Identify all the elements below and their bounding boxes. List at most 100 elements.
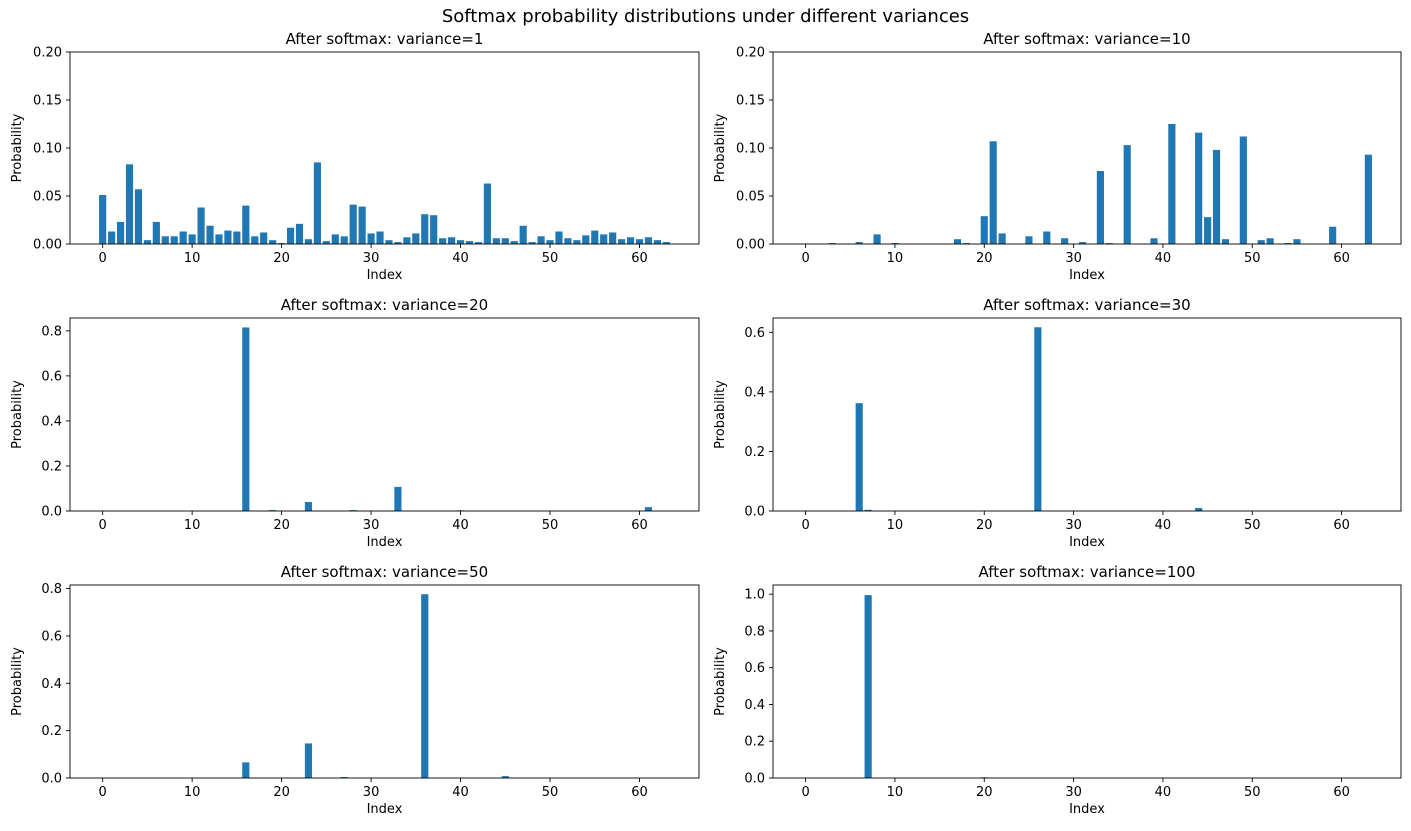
y-tick-label: 0.4 [744, 698, 765, 713]
y-tick-label: 0.05 [33, 190, 62, 205]
x-tick-label: 10 [184, 785, 201, 800]
subplot-2: 0 10 20 30 40 50 60 0.00 0.05 0.10 0.15 0.20 After s… [713, 30, 1402, 283]
bar [134, 189, 143, 244]
bar [215, 234, 223, 244]
bar [465, 241, 474, 244]
bar [340, 777, 348, 778]
bar [1221, 239, 1230, 244]
bar [242, 205, 250, 244]
bar [394, 242, 402, 244]
bar [1266, 238, 1274, 244]
x-tick-label: 40 [452, 518, 469, 533]
subplot-4: 0 10 20 30 40 50 60 0.0 0.2 0.4 0.6 After softmax: … [713, 296, 1402, 550]
y-tick-label: 0.00 [736, 238, 765, 253]
subplot-5: 0 10 20 30 40 50 60 0.0 0.2 0.4 0.6 0.8 After softma… [10, 563, 700, 817]
bar [600, 234, 608, 244]
y-tick-label: 0.6 [41, 629, 62, 644]
bar [1096, 171, 1104, 244]
x-tick-label: 0 [801, 518, 809, 533]
bar [286, 227, 295, 244]
bar [1195, 508, 1203, 511]
y-tick-label: 0.4 [41, 414, 62, 429]
bar [1078, 242, 1087, 244]
bar [161, 236, 169, 244]
bar [170, 236, 178, 244]
axes-frame [772, 51, 1402, 245]
x-tick-label: 20 [976, 518, 993, 533]
x-tick-label: 50 [542, 785, 559, 800]
bar [1329, 226, 1337, 244]
x-tick-label: 60 [1333, 518, 1350, 533]
y-tick-label: 0.2 [744, 445, 765, 460]
bar [1212, 149, 1221, 244]
subplot-title: After softmax: variance=30 [983, 296, 1190, 314]
bar [1204, 217, 1212, 244]
y-axis-label: Probability [713, 380, 728, 449]
bar [403, 237, 411, 244]
bar [322, 241, 330, 244]
bar [188, 234, 196, 244]
bar [1239, 136, 1247, 244]
bar [439, 238, 447, 244]
x-tick-label: 60 [1333, 251, 1350, 266]
subplot-title: After softmax: variance=10 [983, 30, 1190, 48]
bar [278, 243, 286, 244]
x-axis-label: Index [1069, 535, 1105, 550]
y-tick-label: 0.2 [744, 735, 765, 750]
y-tick-label: 1.0 [744, 588, 765, 603]
bar [394, 486, 402, 511]
bar [980, 216, 988, 244]
bar [358, 206, 366, 244]
bar [1123, 145, 1131, 244]
x-tick-label: 10 [184, 518, 201, 533]
x-tick-label: 40 [1155, 785, 1172, 800]
x-tick-label: 0 [99, 518, 107, 533]
x-tick-label: 60 [1333, 785, 1350, 800]
bar [1061, 238, 1069, 244]
bar [953, 239, 962, 244]
x-tick-label: 0 [801, 251, 809, 266]
bar [582, 235, 590, 244]
bar [1150, 238, 1158, 244]
x-tick-label: 50 [542, 251, 559, 266]
bar [116, 221, 125, 244]
bar [573, 240, 581, 244]
subplot-3: 0 10 20 30 40 50 60 0.0 0.2 0.4 0.6 0.8 After softma… [10, 296, 700, 550]
y-tick-label: 0.15 [736, 94, 765, 109]
bar [456, 240, 465, 244]
x-tick-label: 20 [273, 251, 290, 266]
bar [537, 236, 545, 244]
x-tick-label: 40 [1155, 518, 1172, 533]
y-tick-label: 0.2 [41, 724, 62, 739]
x-tick-label: 40 [452, 785, 469, 800]
bar [206, 225, 214, 244]
bar [644, 237, 653, 244]
subplot-1: 0 10 20 30 40 50 60 0.00 0.05 0.10 0.15 0.20 After s… [10, 30, 700, 283]
y-tick-label: 0.4 [41, 677, 62, 692]
x-axis-label: Index [367, 802, 403, 817]
bar [998, 233, 1006, 244]
y-tick-label: 0.0 [744, 505, 765, 520]
bar [1034, 327, 1042, 511]
bar [492, 238, 500, 244]
bar [367, 233, 375, 244]
bar [501, 776, 509, 778]
bar [143, 240, 151, 244]
x-tick-label: 20 [273, 785, 290, 800]
bar [304, 743, 313, 778]
x-tick-label: 30 [363, 518, 380, 533]
bar [385, 240, 393, 244]
x-tick-label: 40 [1155, 251, 1172, 266]
bar [108, 231, 116, 244]
bar [224, 230, 232, 244]
y-axis-label: Probability [713, 113, 728, 182]
x-tick-label: 30 [363, 785, 380, 800]
bar [331, 234, 339, 244]
bar [1257, 240, 1265, 244]
bar [609, 232, 617, 244]
x-tick-label: 10 [887, 251, 904, 266]
bar [125, 164, 134, 244]
bar [349, 204, 357, 244]
bar [510, 241, 518, 244]
bar [1195, 132, 1203, 244]
